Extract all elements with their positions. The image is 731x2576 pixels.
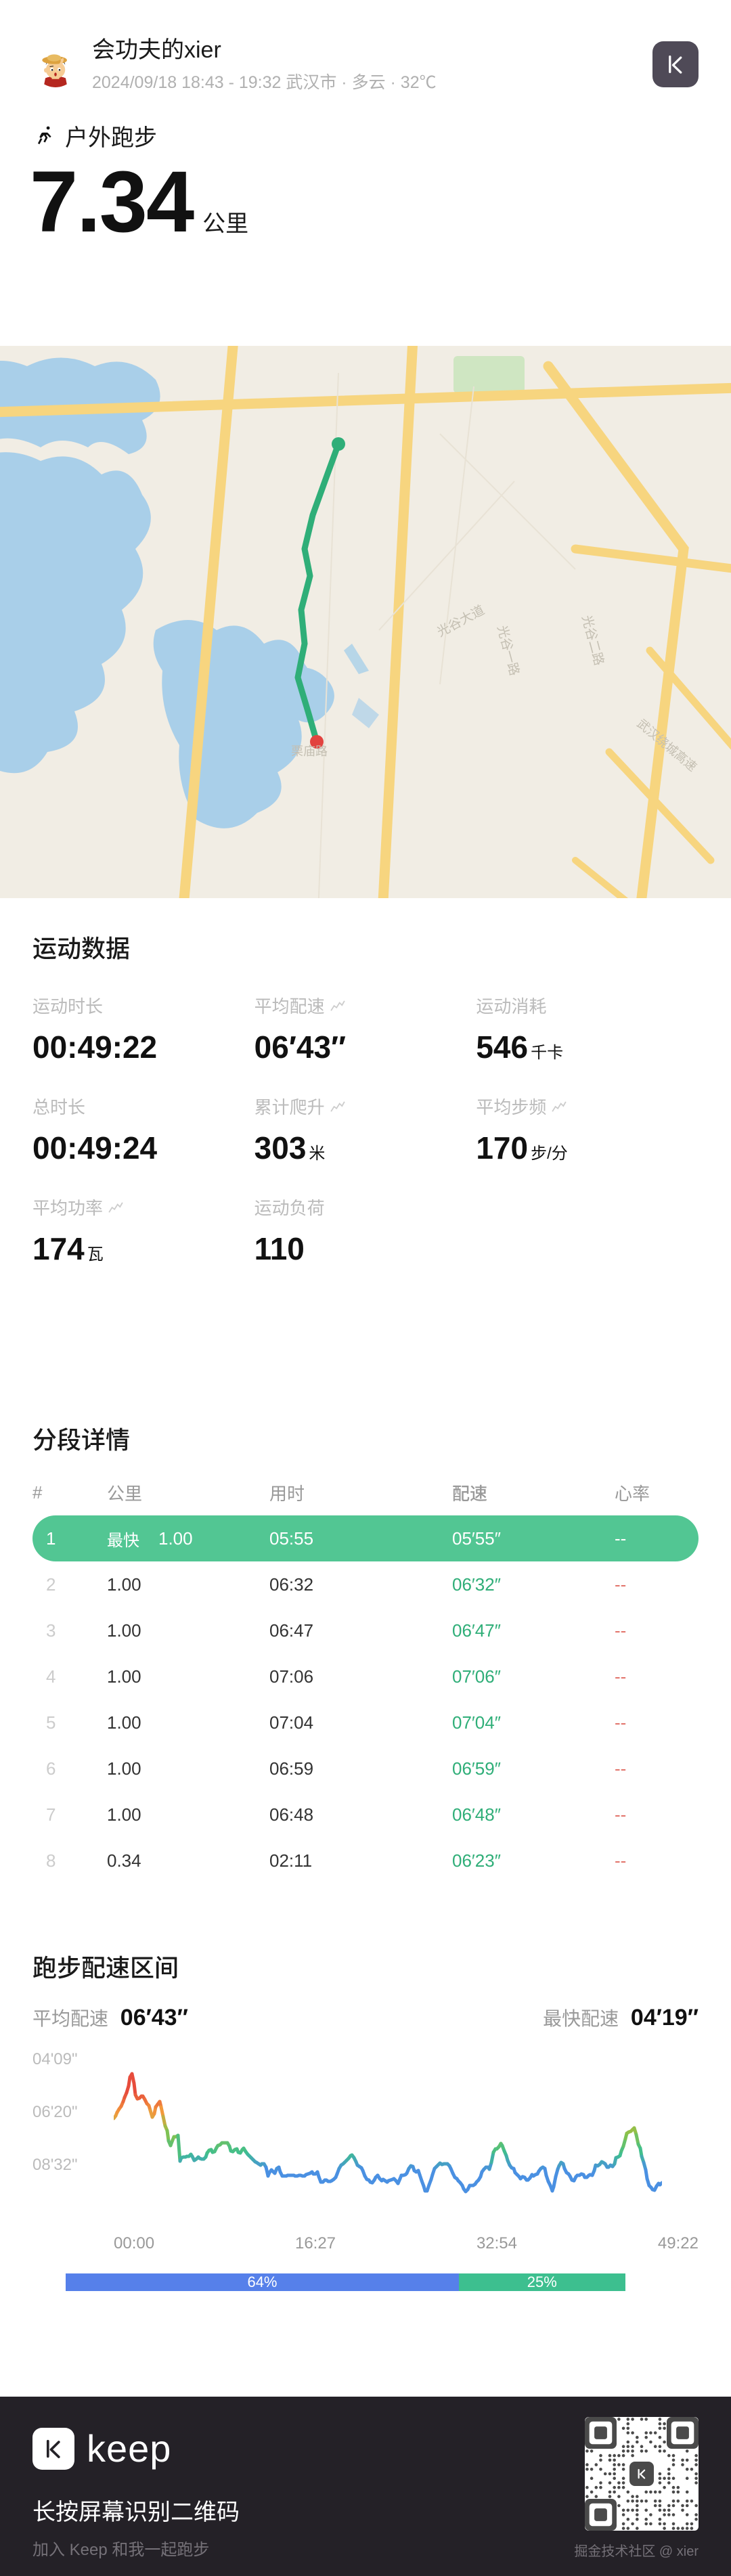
svg-text:栗庙路: 栗庙路	[291, 745, 328, 758]
